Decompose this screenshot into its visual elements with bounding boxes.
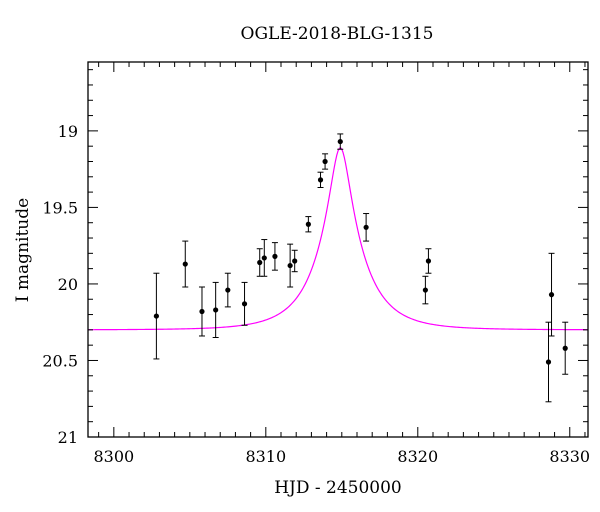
point-marker [213,307,219,313]
data-point [363,213,370,242]
data-point [224,272,231,308]
point-marker [337,138,343,145]
chart-title: OGLE-2018-BLG-1315 [241,24,434,44]
y-tick-label: 20 [58,275,78,294]
data-point [548,252,555,337]
data-point [198,286,205,337]
point-marker [241,301,248,307]
data-point [271,242,278,271]
data-point [317,171,324,189]
model-curve [87,147,588,331]
point-marker [261,255,267,261]
data-point [212,281,219,339]
data-point [256,248,263,277]
x-axis-label: HJD - 2450000 [274,478,402,498]
y-axis-label: I magnitude [13,198,33,302]
y-tick-label: 20.5 [42,351,78,370]
x-tick-label: 8300 [93,447,134,466]
data-point [562,321,569,375]
data-point [545,321,552,403]
axis-ticks: 8300 8310 8320 8330 19 19.5 20 20.5 21 [42,62,590,466]
point-marker [548,292,555,298]
x-tick-label: 8330 [549,447,590,466]
point-marker [153,313,159,319]
point-marker [257,259,263,266]
y-tick-label: 19 [58,122,78,141]
data-point [241,281,248,326]
point-marker [305,221,311,227]
data-point [305,216,312,233]
point-marker [422,287,428,293]
plot-area [87,133,588,403]
plot-frame [87,61,589,438]
point-marker [287,262,293,269]
y-tick-label: 19.5 [42,198,78,217]
point-marker [292,258,298,264]
point-marker [225,287,231,293]
data-point [287,243,294,288]
point-marker [425,258,432,264]
point-marker [272,253,278,259]
point-marker [317,177,324,183]
x-tick-label: 8310 [245,447,286,466]
data-point [425,248,432,274]
data-point [153,272,160,360]
point-marker [363,224,369,230]
point-marker [562,345,568,351]
point-marker [545,359,552,365]
data-point [322,153,329,170]
point-marker [322,158,328,165]
y-tick-label: 21 [58,428,78,447]
data-point [291,249,298,273]
data-point [182,240,189,288]
data-point [337,133,344,150]
point-marker [182,261,188,267]
point-marker [199,308,205,315]
x-tick-label: 8320 [397,447,438,466]
data-point [261,239,268,277]
data-point [422,275,429,305]
